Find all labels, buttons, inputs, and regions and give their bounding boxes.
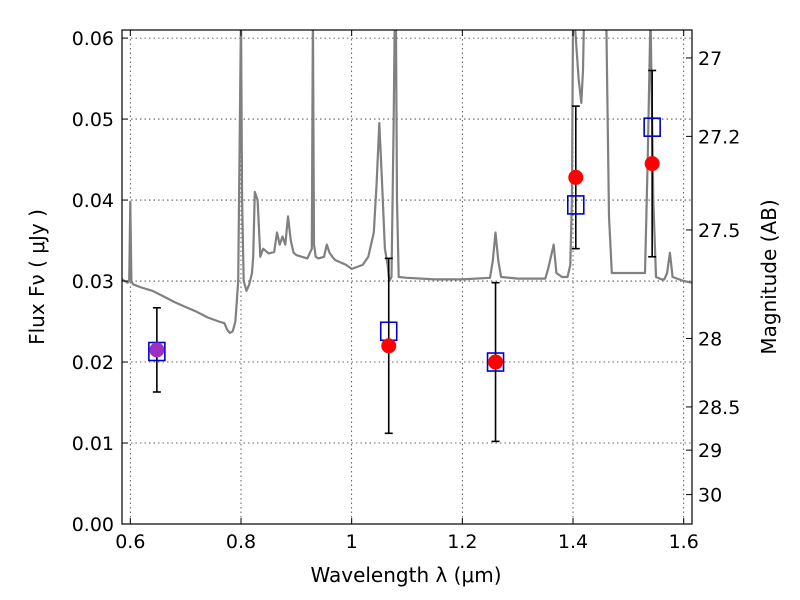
y2-tick-label: 27 [698, 48, 722, 70]
y-tick-label: 0.03 [72, 271, 114, 293]
y-axis-ticks: 0.00 0.01 0.02 0.03 0.04 0.05 0.06 [72, 28, 128, 536]
y2-tick-label: 29 [698, 440, 722, 462]
observed-points-layer [149, 156, 660, 370]
x-axis-title: Wavelength λ (μm) [310, 563, 501, 587]
model-point [486, 352, 505, 372]
x-tick-label: 1 [346, 531, 358, 553]
errorbar-layer [152, 69, 657, 443]
y2-tick-label: 27.2 [698, 126, 740, 148]
y-tick-label: 0.01 [72, 433, 114, 455]
model-point [643, 117, 661, 137]
y2-axis-ticks: 27 27.2 27.5 28 28.5 29 30 [686, 48, 740, 507]
observed-point [488, 354, 504, 370]
y-tick-label: 0.00 [72, 514, 114, 536]
spectrum-line [122, 30, 692, 334]
y2-tick-label: 28 [698, 328, 722, 350]
x-tick-label: 0.6 [115, 531, 145, 553]
y-tick-label: 0.02 [72, 352, 114, 374]
y2-tick-label: 30 [698, 485, 722, 507]
x-tick-label: 1.2 [447, 531, 477, 553]
observed-point [644, 156, 660, 172]
observed-point [149, 342, 165, 358]
x-axis-ticks: 0.6 0.8 1 1.2 1.4 1.6 [115, 30, 699, 553]
y-tick-label: 0.05 [72, 109, 114, 131]
observed-point [381, 338, 397, 354]
y2-tick-label: 27.5 [698, 220, 740, 242]
x-tick-label: 1.4 [558, 531, 588, 553]
x-tick-label: 1.6 [669, 531, 699, 553]
y-tick-label: 0.06 [72, 28, 114, 50]
y-tick-label: 0.04 [72, 190, 114, 212]
plot-frame [121, 29, 693, 525]
model-point [566, 195, 585, 215]
spectrum-layer [122, 30, 692, 334]
observed-point [568, 169, 584, 185]
y2-tick-label: 28.5 [698, 397, 740, 419]
y2-axis-title: Magnitude (AB) [757, 199, 781, 354]
model-points-layer [148, 117, 661, 372]
x-tick-label: 0.8 [226, 531, 256, 553]
y-axis-title: Flux Fν ( μJy ) [25, 209, 49, 345]
